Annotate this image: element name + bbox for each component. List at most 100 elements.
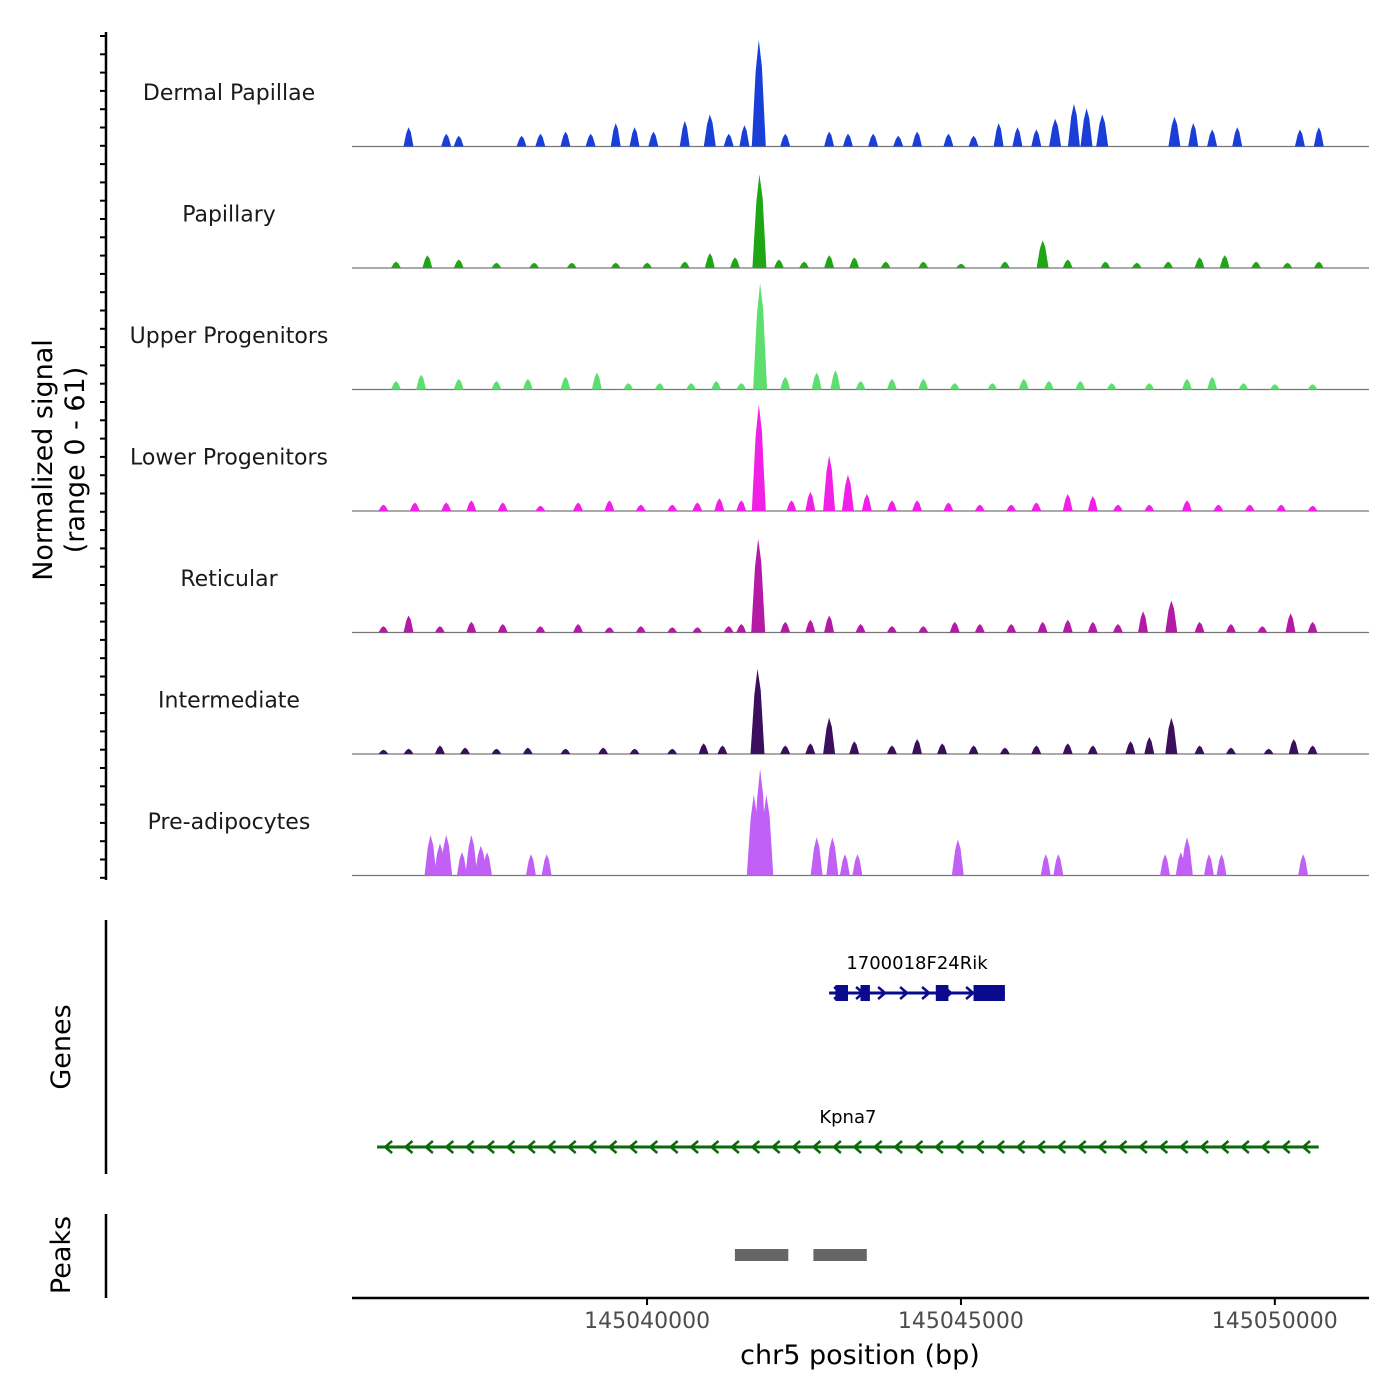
signal-peak xyxy=(1144,383,1155,390)
signal-peak xyxy=(1203,854,1214,876)
signal-peak xyxy=(1087,496,1098,511)
signal-peak xyxy=(943,133,954,147)
signal-peak xyxy=(918,261,929,268)
signal-peak xyxy=(456,852,467,876)
signal-peak xyxy=(1181,378,1192,390)
signal-peak xyxy=(560,376,571,390)
signal-peak xyxy=(560,748,571,754)
strand-arrow xyxy=(383,1140,393,1154)
signal-peak xyxy=(824,255,835,268)
signal-peak xyxy=(1307,621,1318,633)
strand-arrow xyxy=(965,986,976,1000)
signal-peak xyxy=(1313,261,1324,268)
signal-peak xyxy=(629,748,640,754)
signal-peak xyxy=(698,743,709,754)
track-label: Pre-adipocytes xyxy=(148,810,311,835)
signal-peak xyxy=(482,852,492,876)
signal-peak xyxy=(1207,376,1218,390)
track-upper-progenitors: Upper Progenitors xyxy=(130,283,1369,391)
signal-peak xyxy=(604,500,615,511)
signal-peak xyxy=(1298,854,1309,876)
exon xyxy=(935,985,949,1001)
strand-arrow xyxy=(1280,1140,1291,1154)
strand-arrow xyxy=(423,1140,434,1154)
signal-peak xyxy=(912,131,922,147)
x-tick-label: 145050000 xyxy=(1212,1309,1338,1334)
signal-peak xyxy=(491,381,502,390)
signal-peak xyxy=(1244,504,1255,511)
signal-peak xyxy=(1080,108,1093,147)
signal-peak xyxy=(648,131,659,147)
strand-arrow xyxy=(913,1140,924,1154)
signal-peak xyxy=(974,624,985,633)
track-reticular: Reticular xyxy=(180,538,1369,634)
strand-arrow xyxy=(954,1140,965,1154)
signal-peak xyxy=(679,120,690,147)
signal-peak xyxy=(739,125,750,147)
signal-peak xyxy=(1160,854,1170,876)
signal-peak xyxy=(1165,717,1178,754)
signal-peak xyxy=(466,500,477,511)
signal-peak xyxy=(667,627,678,633)
signal-peak xyxy=(1251,261,1261,268)
signal-peak xyxy=(949,383,960,390)
signal-peak xyxy=(1018,378,1029,390)
strand-arrow xyxy=(627,1140,638,1154)
strand-arrow xyxy=(1301,1140,1311,1154)
strand-arrow xyxy=(1260,1140,1271,1154)
signal-peak xyxy=(610,123,621,147)
strand-arrow xyxy=(750,1140,761,1154)
signal-peak xyxy=(434,626,445,633)
strand-arrow xyxy=(1056,1140,1067,1154)
strand-arrow xyxy=(1158,1140,1169,1154)
signal-peak xyxy=(635,626,646,633)
signal-peak xyxy=(717,745,728,754)
signal-peak xyxy=(1053,854,1064,876)
signal-peak xyxy=(692,627,703,633)
strand-arrow xyxy=(933,1140,944,1154)
signal-peak xyxy=(453,378,464,390)
signal-peak xyxy=(692,502,703,511)
track-label: Dermal Papillae xyxy=(143,81,315,106)
signal-peak xyxy=(810,837,823,876)
signal-peak xyxy=(780,745,791,754)
signal-peak xyxy=(525,854,536,876)
signal-peak xyxy=(529,262,540,268)
signal-peak xyxy=(826,837,839,876)
signal-peak xyxy=(805,619,816,633)
signal-peak xyxy=(1125,741,1136,754)
signal-peak xyxy=(736,383,747,390)
signal-peak xyxy=(1006,624,1017,633)
signal-peak xyxy=(390,261,401,268)
strand-arrow xyxy=(921,986,932,1000)
signal-peak xyxy=(654,383,665,390)
signal-peak xyxy=(886,500,897,511)
signal-peak xyxy=(566,262,577,268)
signal-peak xyxy=(1106,383,1117,390)
signal-peak xyxy=(849,741,860,754)
strand-arrow xyxy=(974,1140,985,1154)
strand-arrow xyxy=(1097,1140,1107,1154)
signal-peak xyxy=(491,262,502,268)
signal-peak xyxy=(805,743,816,754)
signal-peak xyxy=(573,624,583,633)
strand-arrow xyxy=(1178,1140,1189,1154)
track-pre-adipocytes: Pre-adipocytes xyxy=(148,769,1369,877)
gene-label: 1700018F24Rik xyxy=(846,953,988,974)
strand-arrow xyxy=(729,1140,740,1154)
y-axis-title-line1: Normalized signal xyxy=(28,339,59,581)
signal-peak xyxy=(1100,261,1111,268)
signal-peak xyxy=(629,127,640,147)
signal-peak xyxy=(1067,103,1080,147)
x-tick-label: 145040000 xyxy=(584,1309,710,1334)
signal-peak xyxy=(610,262,621,268)
strand-arrow xyxy=(893,1140,903,1154)
signal-peak xyxy=(937,743,948,754)
signal-peak xyxy=(999,747,1010,754)
signal-peak xyxy=(974,504,985,511)
signal-peak xyxy=(441,502,452,511)
x-tick-label: 145045000 xyxy=(898,1309,1024,1334)
strand-arrow xyxy=(831,1140,842,1154)
signal-peak xyxy=(704,253,715,268)
